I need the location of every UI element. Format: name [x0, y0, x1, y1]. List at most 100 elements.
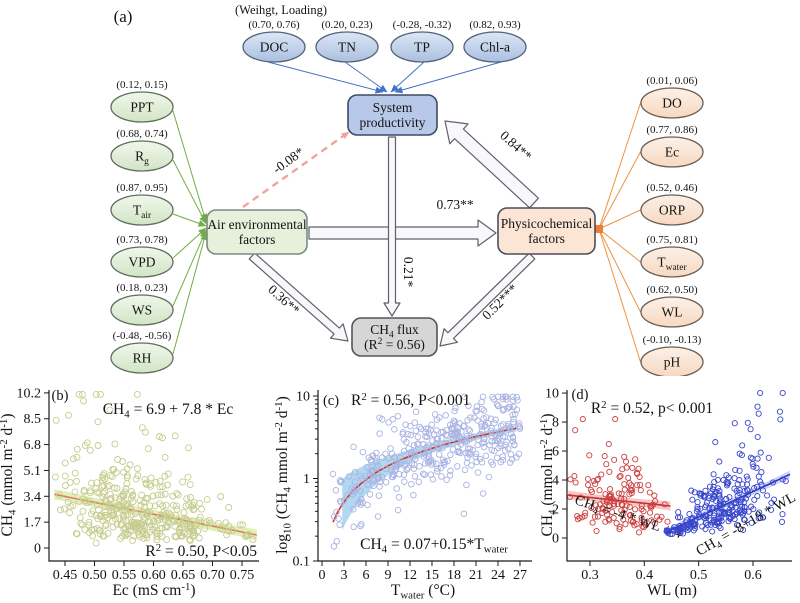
data-point: [492, 416, 499, 424]
data-point: [150, 517, 157, 525]
data-point: [777, 416, 784, 423]
data-point: [75, 390, 83, 398]
data-point: [488, 424, 495, 432]
data-point: [616, 523, 623, 530]
data-point: [779, 389, 786, 397]
data-point: [491, 447, 498, 455]
data-point: [465, 426, 472, 433]
data-point: [779, 476, 786, 483]
x-axis-title: WL (m): [647, 582, 697, 599]
indicator-label: Ec: [665, 145, 679, 160]
y-tick-label: 0.1: [293, 555, 311, 570]
data-point: [677, 528, 684, 535]
data-point: [144, 510, 152, 517]
data-point: [94, 442, 102, 449]
indicator-TN: TN (0.20, 0.23): [315, 19, 379, 63]
data-point: [634, 470, 641, 477]
data-point: [480, 415, 487, 422]
data-point: [427, 471, 435, 478]
data-point: [146, 502, 154, 510]
data-point: [88, 479, 96, 487]
indicator-TP: TP (-0.28, -0.32): [390, 19, 454, 63]
data-point: [610, 497, 618, 504]
data-point: [510, 403, 517, 411]
data-point: [402, 421, 409, 428]
indicator-weight: (0.52, 0.46): [646, 182, 698, 194]
data-point: [605, 441, 612, 448]
data-point: [185, 501, 193, 509]
data-point: [727, 515, 734, 522]
indicator-weight: (0.68, 0.74): [116, 128, 168, 140]
data-point: [621, 481, 628, 488]
data-point: [173, 489, 181, 497]
path-arrow-air-to-ch4: [248, 252, 349, 342]
x-tick-label: 0.5: [690, 568, 708, 583]
data-point: [118, 532, 126, 540]
y-tick-label: 10: [296, 389, 310, 404]
indicator-weight: (-0.48, -0.56): [113, 330, 172, 342]
data-point: [447, 467, 454, 475]
data-point: [648, 517, 655, 524]
data-point: [618, 507, 625, 514]
data-point: [447, 451, 454, 459]
y-tick-label: 0: [34, 541, 41, 556]
data-point: [194, 527, 202, 535]
data-point: [486, 441, 493, 449]
indicator-WS: WS (0.18, 0.23): [110, 282, 174, 326]
data-point: [511, 410, 519, 418]
axis-ticks: [44, 392, 243, 566]
data-point: [632, 506, 639, 513]
data-point: [493, 401, 501, 408]
y-tick-label: 0: [552, 532, 559, 547]
data-point: [604, 511, 611, 518]
data-point: [396, 461, 403, 468]
data-point: [444, 440, 451, 448]
data-point: [161, 453, 169, 461]
data-point: [408, 481, 415, 488]
data-point: [61, 459, 69, 467]
data-point: [120, 468, 128, 476]
data-point: [372, 454, 379, 462]
data-point: [702, 525, 709, 533]
data-point: [187, 523, 195, 531]
data-point: [81, 441, 89, 449]
data-point: [159, 502, 167, 510]
data-point: [481, 422, 488, 430]
data-point: [444, 457, 451, 465]
data-point: [616, 526, 623, 533]
data-point: [474, 469, 482, 476]
data-point: [127, 504, 135, 512]
data-point: [433, 467, 441, 475]
x-tick-label: 12: [403, 568, 417, 583]
data-point: [61, 472, 69, 480]
axis-ticks: [313, 395, 521, 566]
data-point: [586, 452, 593, 459]
data-point: [509, 393, 517, 400]
indicator-ORP: ORP (0.52, 0.46): [640, 182, 704, 226]
data-point: [755, 515, 762, 522]
latent-label: productivity: [360, 115, 426, 130]
data-point: [700, 513, 707, 520]
data-point: [428, 461, 435, 468]
data-point: [582, 509, 589, 516]
data-point: [92, 539, 100, 547]
data-point: [713, 520, 720, 527]
data-point: [509, 434, 517, 442]
data-point: [471, 414, 478, 421]
data-point: [143, 534, 151, 542]
data-point: [134, 465, 141, 472]
data-point: [183, 530, 191, 538]
data-point: [770, 496, 778, 503]
data-point: [173, 502, 180, 510]
data-point: [647, 509, 654, 516]
data-point: [614, 500, 621, 508]
data-point: [473, 458, 480, 466]
data-point: [394, 506, 402, 514]
loading-arrow: [344, 61, 388, 93]
data-point: [358, 475, 366, 482]
data-point: [736, 489, 743, 497]
data-point: [86, 489, 94, 497]
data-point: [493, 454, 501, 462]
data-point: [613, 520, 620, 527]
data-point: [122, 485, 130, 493]
